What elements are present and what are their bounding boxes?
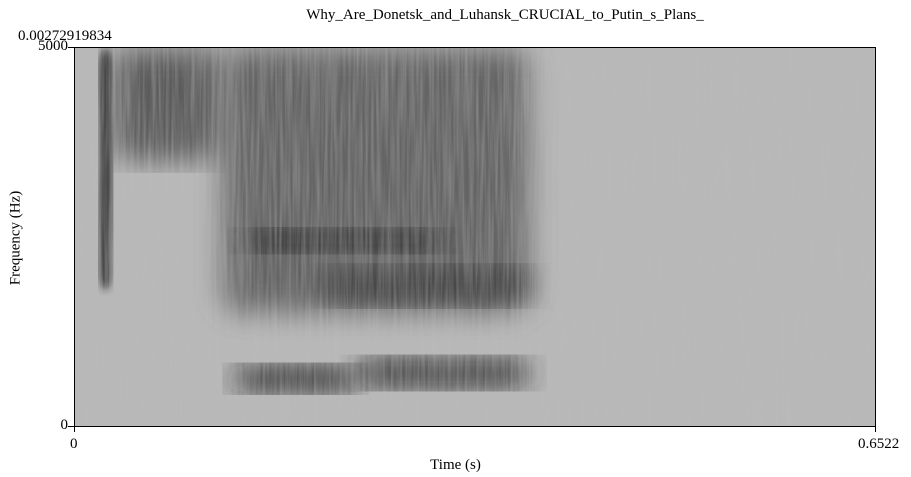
spectrogram-texture	[75, 48, 875, 426]
x-tick-label-right: 0.6522	[858, 436, 900, 452]
x-tick-right	[875, 427, 876, 432]
y-tick-label-top: 5000	[38, 38, 68, 54]
x-axis-label: Time (s)	[430, 457, 481, 473]
spectrogram-plot-area	[74, 47, 876, 427]
x-tick-left	[74, 427, 75, 432]
y-tick-bottom	[68, 426, 74, 427]
y-tick-top	[68, 47, 74, 48]
time-start-label: 0.00272919834	[18, 28, 112, 44]
chart-title: Why_Are_Donetsk_and_Luhansk_CRUCIAL_to_P…	[306, 7, 704, 23]
spectrogram-image	[75, 48, 875, 426]
x-tick-label-left: 0	[70, 436, 78, 452]
y-axis-label: Frequency (Hz)	[7, 190, 24, 286]
y-tick-label-bottom: 0	[60, 417, 69, 433]
